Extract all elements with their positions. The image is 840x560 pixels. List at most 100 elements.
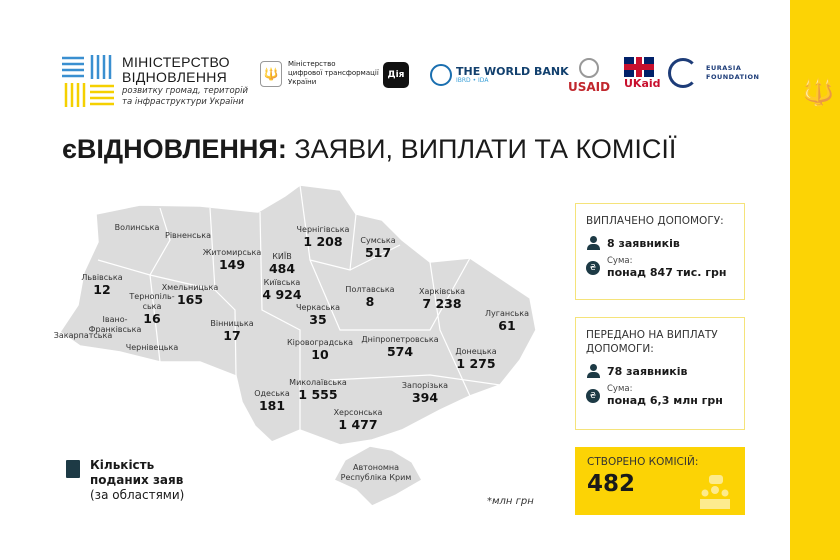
region-label: Донецька 1 275 <box>455 347 496 371</box>
region-label: Сумська 517 <box>360 236 395 260</box>
region-value: 1 208 <box>303 234 343 249</box>
region-label: Житомирська 149 <box>203 248 262 272</box>
region-label: Рівненська <box>165 231 211 241</box>
person-icon <box>586 364 600 378</box>
footnote: *млн грн <box>487 496 534 507</box>
legend-line3: (за областями) <box>90 488 185 502</box>
ministry-title: МІНІСТЕРСТВО <box>122 54 230 70</box>
region-label: КИЇВ 484 <box>269 252 295 276</box>
region-name: Харківська <box>418 287 466 296</box>
mdt-line1: Міністерство <box>288 60 336 68</box>
region-name: Тернопіль- ська <box>129 292 175 311</box>
commissions-box: СТВОРЕНО КОМІСІЙ: 482 <box>575 447 745 515</box>
yellow-side-strip <box>790 0 840 560</box>
region-name: Черкаська <box>295 303 341 312</box>
region-label: Закарпатська <box>54 331 112 341</box>
region-name: Вінницька <box>210 319 254 328</box>
region-name: Київська <box>263 278 301 287</box>
document-icon <box>66 460 80 478</box>
region-name: Донецька <box>455 347 497 356</box>
paid-box: ВИПЛАЧЕНО ДОПОМОГУ: 8 заявників ₴ Сума: по… <box>575 203 745 300</box>
region-label: Харківська 7 238 <box>419 287 465 311</box>
title-rest: ЗАЯВИ, ВИПЛАТИ ТА КОМІСІЇ <box>286 134 677 164</box>
commissions-value: 482 <box>587 471 636 497</box>
region-label: Одеська 181 <box>254 389 290 413</box>
region-value: 61 <box>498 318 516 333</box>
region-label: Миколаївська 1 555 <box>289 378 347 402</box>
paid-applicants: 8 заявників <box>607 236 680 250</box>
region-borders <box>97 184 501 430</box>
region-label: Івано- Франківська <box>89 315 142 335</box>
region-name: Автономна Республіка Крим <box>340 463 412 482</box>
region-value: 4 924 <box>262 287 302 302</box>
region-label: Львівська 12 <box>81 273 122 297</box>
legend-line1: Кількість <box>90 458 155 472</box>
region-name: Сумська <box>360 236 396 245</box>
region-value: 1 555 <box>298 387 338 402</box>
region-name: КИЇВ <box>272 252 292 261</box>
region-name: Львівська <box>81 273 123 282</box>
region-name: Одеська <box>254 389 290 398</box>
region-name: Закарпатська <box>53 331 113 340</box>
ukaid-logo: UKaid <box>624 57 661 90</box>
region-name: Івано- Франківська <box>88 315 142 334</box>
eurasia-line1: EURASIA <box>706 64 742 72</box>
region-label: Черкаська 35 <box>296 303 340 327</box>
region-name: Херсонська <box>333 408 383 417</box>
region-label: Чернігівська 1 208 <box>297 225 350 249</box>
region-value: 1 477 <box>338 417 378 432</box>
region-value: 35 <box>309 312 327 327</box>
region-name: Полтавська <box>345 285 395 294</box>
region-name: Дніпропетровська <box>361 335 439 344</box>
legend-line2: поданих заяв <box>90 473 184 487</box>
region-name: Чернівецька <box>125 343 179 352</box>
region-name: Чернігівська <box>296 225 350 234</box>
region-value: 165 <box>176 292 204 307</box>
region-value: 17 <box>223 328 241 343</box>
ukraine-mainland <box>58 184 537 446</box>
world-bank-sub: IBRD • IDA <box>456 77 489 84</box>
region-label: Запорізька 394 <box>402 381 448 405</box>
meeting-icon <box>700 475 730 509</box>
region-value: 1 275 <box>456 356 496 371</box>
mdt-line2: цифрової трансформації <box>288 69 379 77</box>
region-name: Миколаївська <box>289 378 347 387</box>
crimea <box>332 445 424 507</box>
transferred-applicants: 78 заявників <box>607 364 688 378</box>
region-value: 394 <box>411 390 439 405</box>
eurasia-line2: FOUNDATION <box>706 73 760 81</box>
coins-icon: ₴ <box>586 260 600 275</box>
coins-icon: ₴ <box>586 388 600 403</box>
mdt-logo: 🔱 Міністерство цифрової трансформації Ук… <box>260 60 398 87</box>
ministry-stripes-icon <box>62 55 114 107</box>
region-label: Волинська <box>115 223 160 233</box>
region-label: Кіровоградська 10 <box>287 338 353 362</box>
ukaid-text: UKaid <box>624 77 661 90</box>
usaid-text: USAID <box>568 80 611 94</box>
region-name: Рівненська <box>165 231 211 240</box>
region-name: Волинська <box>114 223 160 232</box>
region-value: 149 <box>218 257 246 272</box>
region-value: 181 <box>258 398 286 413</box>
region-label: Дніпропетровська 574 <box>361 335 438 359</box>
region-value: 517 <box>364 245 392 260</box>
region-label: Вінницька 17 <box>210 319 253 343</box>
usaid-seal-icon <box>579 58 600 78</box>
region-name: Хмельницька <box>161 283 219 292</box>
region-label: Автономна Республіка Крим <box>341 463 412 483</box>
region-name: Кіровоградська <box>286 338 354 347</box>
region-label: Чернівецька <box>126 343 178 353</box>
region-label: Київська 4 924 <box>262 278 301 302</box>
region-name: Житомирська <box>202 248 262 257</box>
transferred-heading: ПЕРЕДАНО НА ВИПЛАТУ ДОПОМОГИ: <box>586 329 718 355</box>
usaid-logo: USAID <box>568 58 610 94</box>
person-icon <box>586 236 600 250</box>
paid-heading: ВИПЛАЧЕНО ДОПОМОГУ: <box>586 215 724 227</box>
ministry-subtitle: розвитку громад, територій <box>122 86 248 96</box>
coat-of-arms-icon: 🔱 <box>260 60 282 87</box>
region-label: Полтавська 8 <box>345 285 394 309</box>
title-bold: єВІДНОВЛЕННЯ: <box>62 134 287 164</box>
eurasia-e-icon <box>668 58 698 88</box>
eurasia-logo: EURASIA FOUNDATION <box>668 58 759 88</box>
globe-icon <box>430 64 452 86</box>
